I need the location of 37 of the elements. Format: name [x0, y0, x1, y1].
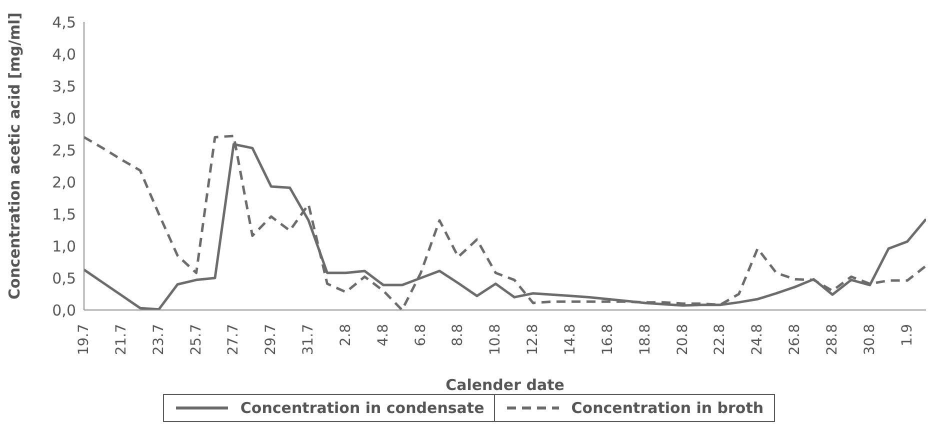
x-tick-label: 6.8	[412, 324, 429, 346]
x-tick-label: 10.8	[488, 324, 504, 356]
x-tick-label: 1.9	[899, 324, 916, 346]
legend-label: Concentration in condensate	[240, 399, 484, 417]
y-axis-title: Concentration acetic acid [mg/ml]	[5, 12, 24, 300]
x-tick-label: 14.8	[562, 324, 578, 356]
x-tick-label: 18.8	[637, 324, 654, 356]
y-tick-label: 1,0	[52, 237, 76, 256]
y-tick-label: 3,5	[52, 77, 76, 96]
y-tick-label: 4,0	[52, 45, 76, 64]
x-tick-label: 16.8	[600, 324, 616, 356]
x-tick-label: 20.8	[674, 324, 691, 356]
x-tick-label: 30.8	[862, 324, 878, 356]
y-tick-label: 0,5	[52, 269, 76, 288]
legend-label: Concentration in broth	[571, 399, 764, 417]
y-tick-label: 4,5	[52, 13, 76, 32]
x-tick-label: 8.8	[450, 324, 466, 346]
x-tick-label: 28.8	[824, 324, 840, 356]
x-tick-label: 4.8	[375, 324, 392, 346]
x-tick-label: 26.8	[787, 324, 804, 356]
x-tick-label: 23.7	[150, 324, 167, 356]
y-tick-label: 3,0	[52, 109, 76, 128]
x-tick-label: 25.7	[188, 324, 204, 356]
x-tick-label: 27.7	[226, 324, 242, 356]
x-tick-label: 12.8	[525, 324, 542, 356]
x-axis-title: Calender date	[446, 376, 564, 394]
y-tick-label: 0,0	[52, 301, 76, 320]
x-tick-label: 19.7	[76, 324, 92, 356]
x-tick-label: 21.7	[113, 324, 130, 356]
x-tick-label: 22.8	[712, 324, 728, 356]
y-tick-label: 2,0	[52, 173, 76, 192]
y-tick-label: 1,5	[52, 205, 76, 224]
y-tick-label: 2,5	[52, 141, 76, 160]
x-tick-label: 2.8	[338, 324, 354, 346]
x-tick-label: 29.7	[263, 324, 280, 356]
x-tick-label: 31.7	[300, 324, 317, 356]
x-tick-label: 24.8	[750, 324, 766, 356]
